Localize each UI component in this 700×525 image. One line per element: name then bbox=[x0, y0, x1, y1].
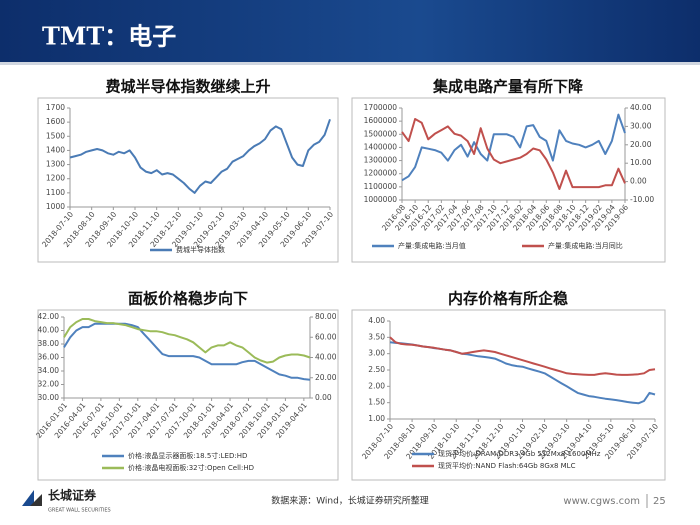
y-tick-label: 1200000 bbox=[364, 169, 398, 178]
header-bar bbox=[0, 0, 700, 62]
y-tick-label: 4.00 bbox=[368, 316, 385, 325]
y-tick-label: 32.00 bbox=[38, 380, 60, 389]
y-tick-label: 3.50 bbox=[368, 332, 385, 341]
y2-tick-label: 30.00 bbox=[630, 121, 652, 130]
y-tick-label: 1600 bbox=[46, 117, 65, 126]
y-tick-label: 40.00 bbox=[38, 326, 60, 335]
series-line bbox=[401, 118, 626, 190]
y-tick-label: 1100 bbox=[46, 188, 65, 197]
chart-title: 内存价格有所企稳 bbox=[448, 290, 568, 308]
chart-frame bbox=[351, 97, 666, 263]
series-line bbox=[63, 322, 311, 381]
chart-frame bbox=[351, 309, 666, 481]
series-line bbox=[401, 113, 626, 182]
footer-url: www.cgws.com bbox=[563, 496, 640, 507]
chart-frame bbox=[37, 309, 339, 481]
y-tick-label: 1400000 bbox=[364, 142, 398, 151]
y-tick-label: 3.00 bbox=[368, 349, 385, 358]
y-tick-label: 1100000 bbox=[364, 182, 398, 191]
y-tick-label: 36.00 bbox=[38, 353, 60, 362]
chart-title: 面板价格稳步向下 bbox=[128, 290, 248, 308]
logo bbox=[22, 490, 42, 506]
legend-label: 费城半导体指数 bbox=[176, 245, 225, 254]
y-tick-label: 1500000 bbox=[364, 129, 398, 138]
y2-tick-label: 10.00 bbox=[630, 158, 652, 167]
series-line bbox=[63, 318, 311, 364]
chart-title: 集成电路产量有所下降 bbox=[432, 78, 584, 96]
y2-tick-label: 40.00 bbox=[315, 353, 337, 362]
chart-title: 费城半导体指数继续上升 bbox=[105, 78, 270, 96]
y-tick-label: 42.00 bbox=[38, 312, 60, 321]
y2-tick-label: 0.00 bbox=[630, 177, 647, 186]
y2-tick-label: 80.00 bbox=[315, 312, 337, 321]
logo-en: GREAT WALL SECURITIES bbox=[48, 508, 111, 514]
y2-tick-label: 20.00 bbox=[315, 373, 337, 382]
y-tick-label: 1300 bbox=[46, 160, 65, 169]
y-tick-label: 1700 bbox=[46, 103, 65, 112]
y-tick-label: 2.00 bbox=[368, 381, 385, 390]
legend-label: 价格:液晶显示器面板:18.5寸:LED:HD bbox=[128, 451, 247, 460]
y2-tick-label: 20.00 bbox=[630, 140, 652, 149]
y-tick-label: 30.00 bbox=[38, 393, 60, 402]
y-tick-label: 1.00 bbox=[368, 414, 385, 423]
legend-label: 现货平均价:DRAM:DDR3 4Gb 512Mx8 1600MHz bbox=[438, 449, 601, 458]
y-tick-label: 1200 bbox=[46, 174, 65, 183]
y2-tick-label: -10.00 bbox=[630, 195, 654, 204]
y2-tick-label: 60.00 bbox=[315, 332, 337, 341]
page-number: 25 bbox=[653, 496, 666, 507]
legend-label: 价格:液晶电视面板:32寸:Open Cell:HD bbox=[128, 463, 254, 472]
y-tick-label: 2.50 bbox=[368, 365, 385, 374]
source-note: 数据来源：Wind，长城证券研究所整理 bbox=[271, 495, 429, 507]
y-tick-label: 1000000 bbox=[364, 195, 398, 204]
series-line bbox=[69, 118, 331, 194]
y-tick-label: 1000 bbox=[46, 202, 65, 211]
logo-name: 长城证券 bbox=[48, 488, 97, 503]
y2-tick-label: 0.00 bbox=[315, 393, 332, 402]
y-tick-label: 1700000 bbox=[364, 103, 398, 112]
y-tick-label: 34.00 bbox=[38, 366, 60, 375]
y-tick-label: 1500 bbox=[46, 131, 65, 140]
legend-label: 产量:集成电路:当月同比 bbox=[548, 241, 623, 250]
y2-tick-label: 40.00 bbox=[630, 103, 652, 112]
chart-frame bbox=[37, 97, 339, 263]
header-title: TMT：电子 bbox=[42, 22, 176, 51]
logo-mark bbox=[22, 490, 34, 506]
logo-mark bbox=[30, 494, 42, 506]
y-tick-label: 1.50 bbox=[368, 398, 385, 407]
header-rule bbox=[0, 62, 700, 65]
y-tick-label: 1300000 bbox=[364, 156, 398, 165]
series-line bbox=[389, 336, 656, 376]
y-tick-label: 1600000 bbox=[364, 116, 398, 125]
legend-label: 现货平均价:NAND Flash:64Gb 8Gx8 MLC bbox=[438, 461, 576, 470]
y-tick-label: 1400 bbox=[46, 145, 65, 154]
y-tick-label: 38.00 bbox=[38, 339, 60, 348]
legend-label: 产量:集成电路:当月值 bbox=[398, 241, 466, 250]
